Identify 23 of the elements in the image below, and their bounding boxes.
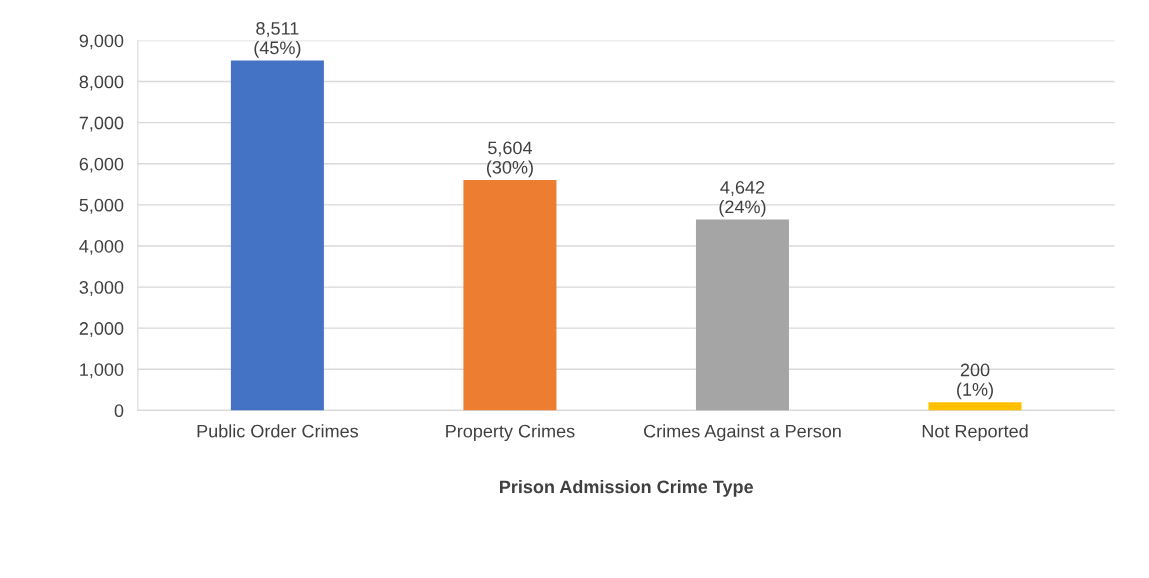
y-tick-label: 1,000 [80,363,124,379]
bar [463,180,557,411]
data-label: 5,604 (30%) [486,141,533,178]
y-tick-label: 2,000 [79,322,124,338]
x-tick-label: Crimes Against a Person [644,424,841,442]
x-axis-title: Prison Admission Crime Type [500,479,754,497]
bar [695,219,789,411]
data-label: 8,511 (45%) [254,21,301,58]
x-tick-label: Not Reported [922,424,1028,442]
data-label: 4,642 (24%) [719,181,766,217]
data-label: 200 (1%) [957,363,993,400]
y-tick-label: 4,000 [79,239,124,255]
y-tick-label: 7,000 [79,116,124,132]
y-tick-label: 9,000 [79,34,124,50]
bar [230,60,324,411]
y-tick-label: 5,000 [79,198,124,214]
x-tick-label: Property Crimes [446,424,575,442]
y-tick-label: 6,000 [79,157,124,173]
y-tick-label: 8,000 [79,75,124,91]
y-tick-label: 3,000 [79,281,124,296]
y-tick-label: 0 [114,404,124,418]
bar [928,402,1022,411]
x-tick-label: Public Order Crimes [197,424,359,438]
